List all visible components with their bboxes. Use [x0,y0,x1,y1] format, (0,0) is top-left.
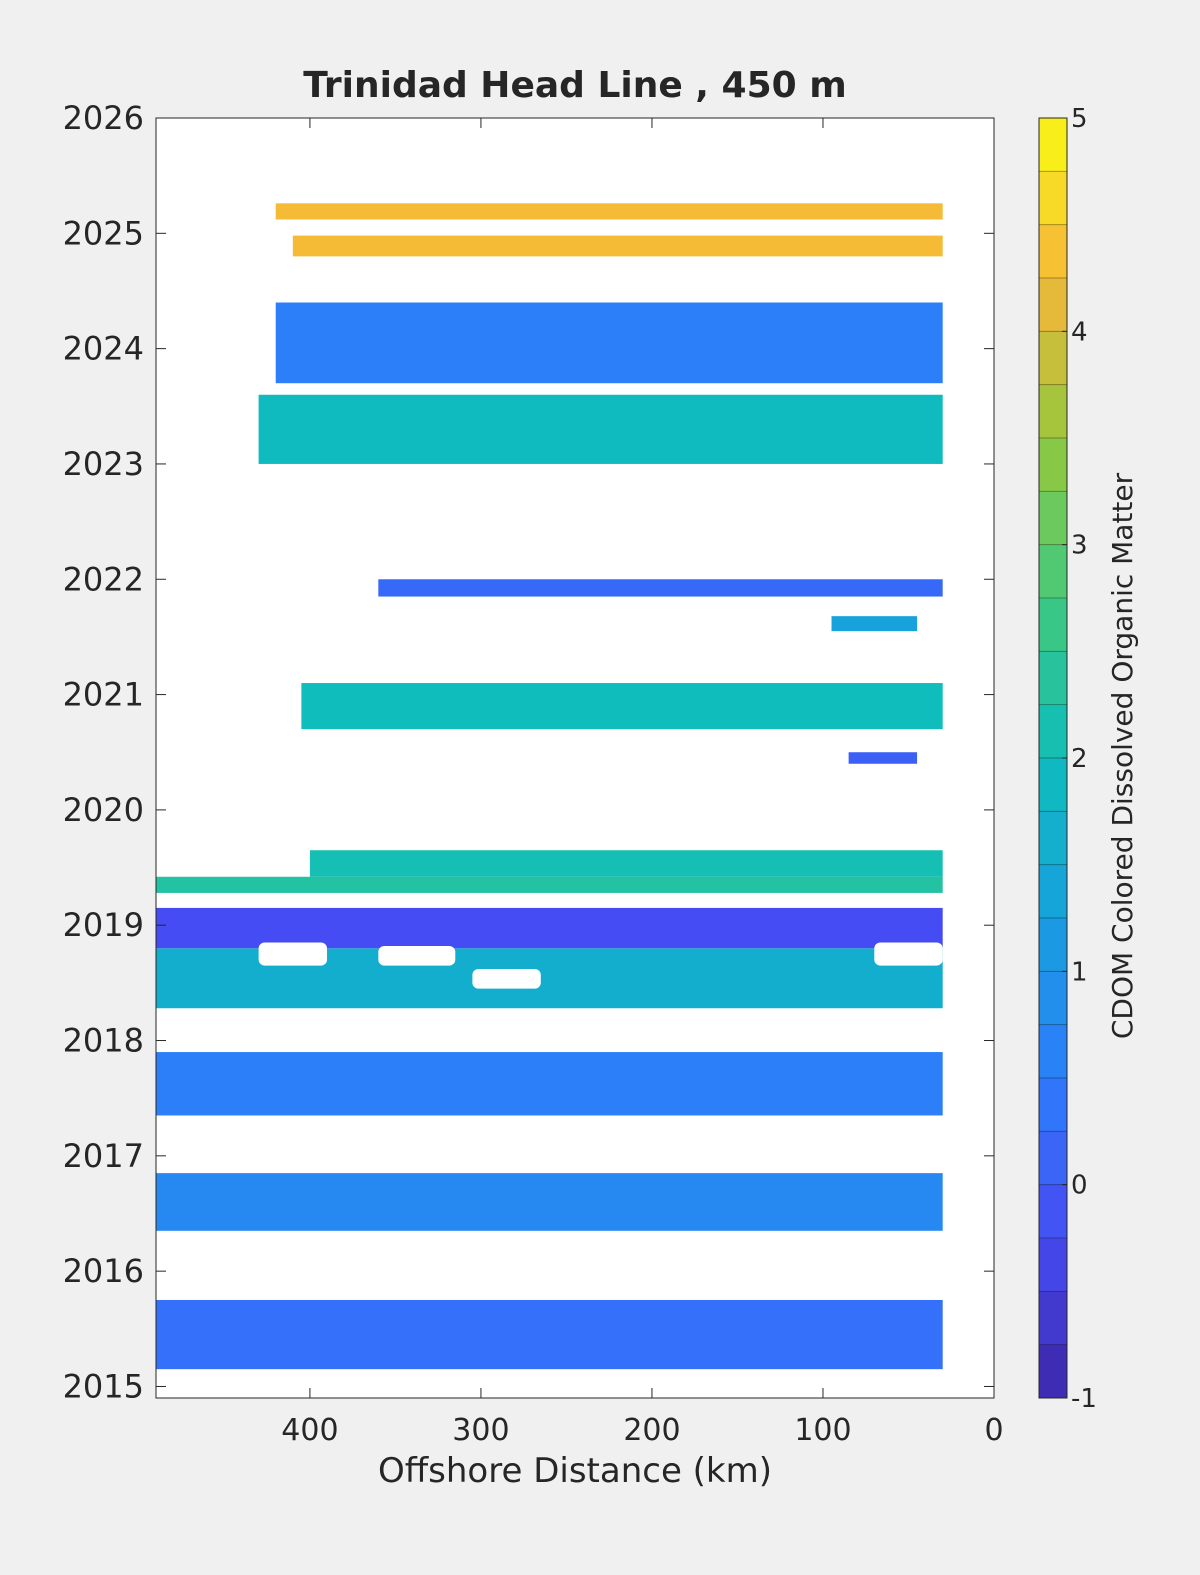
x-tick-label: 0 [984,1413,1003,1448]
y-tick-label: 2015 [63,1367,144,1405]
data-gap [258,942,328,966]
data-gap [378,945,456,966]
colorbar-segment [1039,971,1067,1026]
colorbar-tick-label: -1 [1071,1384,1097,1414]
y-tick-label: 2023 [63,445,144,483]
data-band [378,579,943,597]
y-tick-label: 2021 [63,676,144,714]
colorbar-segment [1039,1024,1067,1079]
data-band [301,683,943,730]
data-band [156,1052,943,1116]
data-band [275,203,943,220]
x-tick-label: 200 [623,1413,680,1448]
colorbar-segment [1039,1078,1067,1132]
y-tick-label: 2019 [63,906,144,944]
colorbar-segment [1039,598,1067,652]
colorbar-label: CDOM Colored Dissolved Organic Matter [1106,472,1139,1039]
colorbar-tick-label: 3 [1071,531,1088,561]
colorbar-tick-label: 0 [1071,1171,1088,1201]
colorbar-segment [1039,651,1067,706]
x-axis-label: Offshore Distance (km) [378,1451,772,1491]
colorbar-tick-label: 2 [1071,744,1088,774]
colorbar-tick-label: 1 [1071,957,1088,987]
data-band [275,302,943,384]
data-band [156,907,943,949]
colorbar-segment [1039,918,1067,972]
colorbar-segment [1039,758,1067,812]
colorbar-segment [1039,384,1067,439]
y-axis: 2015 2016 2017 2018 2019 2020 2021 2022 2023 2024… [63,99,994,1405]
data-bands [156,203,943,1370]
y-tick-label: 2018 [63,1022,144,1060]
y-tick-label: 2024 [63,330,144,368]
x-tick-label: 300 [452,1413,509,1448]
colorbar-segment [1039,1131,1067,1186]
y-tick-label: 2026 [63,99,144,137]
data-gap [874,942,943,966]
colorbar-segment [1039,1344,1067,1399]
colorbar-segment [1039,544,1067,599]
colorbar-segment [1039,171,1067,226]
colorbar-segment [1039,224,1067,279]
data-band [848,752,918,764]
y-tick-label: 2020 [63,791,144,829]
chart-title: Trinidad Head Line , 450 m [303,65,846,106]
y-tick-label: 2025 [63,214,144,252]
x-tick-label: 100 [794,1413,851,1448]
colorbar: -1 0 1 2 3 4 5 [1038,104,1097,1414]
x-axis: 400 300 200 100 0 [281,118,1004,1448]
y-tick-label: 2022 [63,560,144,598]
colorbar-tick-label: 4 [1071,317,1088,347]
x-tick-label: 400 [281,1413,338,1448]
colorbar-segment [1039,1291,1067,1346]
data-band [156,876,943,893]
y-tick-label: 2016 [63,1252,144,1290]
plot-frame [155,117,995,1399]
data-band [309,850,943,877]
colorbar-segment [1039,1184,1067,1239]
colorbar-segment [1039,331,1067,386]
data-band [831,616,918,632]
colorbar-tick-label: 5 [1071,104,1088,134]
data-gap [472,969,541,989]
colorbar-segment [1039,864,1067,919]
y-tick-label: 2017 [63,1137,144,1175]
data-band [292,235,943,257]
colorbar-segment [1039,811,1067,866]
data-band [258,394,943,464]
data-band [156,1173,943,1231]
colorbar-segment [1039,118,1067,172]
data-band [156,1299,943,1370]
colorbar-segment [1039,438,1067,492]
colorbar-segment [1039,278,1067,332]
colorbar-segment [1039,704,1067,759]
colorbar-segment [1039,491,1067,546]
colorbar-segment [1039,1238,1067,1292]
